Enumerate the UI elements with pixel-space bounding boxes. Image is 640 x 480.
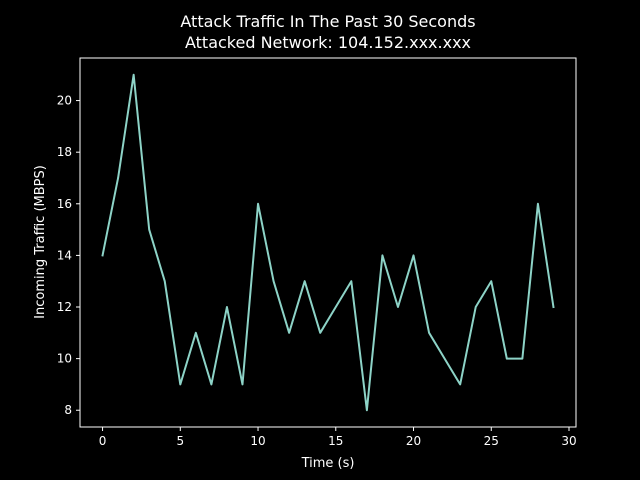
x-tick-label: 15 xyxy=(328,434,343,448)
y-tick-label: 18 xyxy=(57,145,72,159)
y-axis-ticks: 8 10 12 14 16 18 20 xyxy=(57,94,80,417)
x-tick-label: 10 xyxy=(250,434,265,448)
y-tick-label: 12 xyxy=(57,300,72,314)
x-axis-label: Time (s) xyxy=(301,456,355,471)
chart-title-line-1: Attack Traffic In The Past 30 Seconds xyxy=(180,12,475,31)
y-tick-label: 8 xyxy=(64,403,72,417)
y-axis-label: Incoming Traffic (MBPS) xyxy=(33,165,48,319)
x-tick-label: 20 xyxy=(406,434,421,448)
y-tick-label: 16 xyxy=(57,197,72,211)
y-tick-label: 20 xyxy=(57,94,72,108)
y-tick-label: 10 xyxy=(57,352,72,366)
series-line-0 xyxy=(101,73,555,412)
y-tick-label: 14 xyxy=(57,248,72,262)
x-axis-ticks: 0 5 10 15 20 25 30 xyxy=(99,427,577,448)
x-tick-label: 0 xyxy=(99,434,107,448)
axes-frame xyxy=(79,57,577,428)
plot-area xyxy=(79,57,577,428)
x-tick-label: 25 xyxy=(484,434,499,448)
x-tick-label: 5 xyxy=(176,434,184,448)
x-tick-label: 30 xyxy=(561,434,576,448)
chart-title-line-2: Attacked Network: 104.152.xxx.xxx xyxy=(185,33,471,52)
